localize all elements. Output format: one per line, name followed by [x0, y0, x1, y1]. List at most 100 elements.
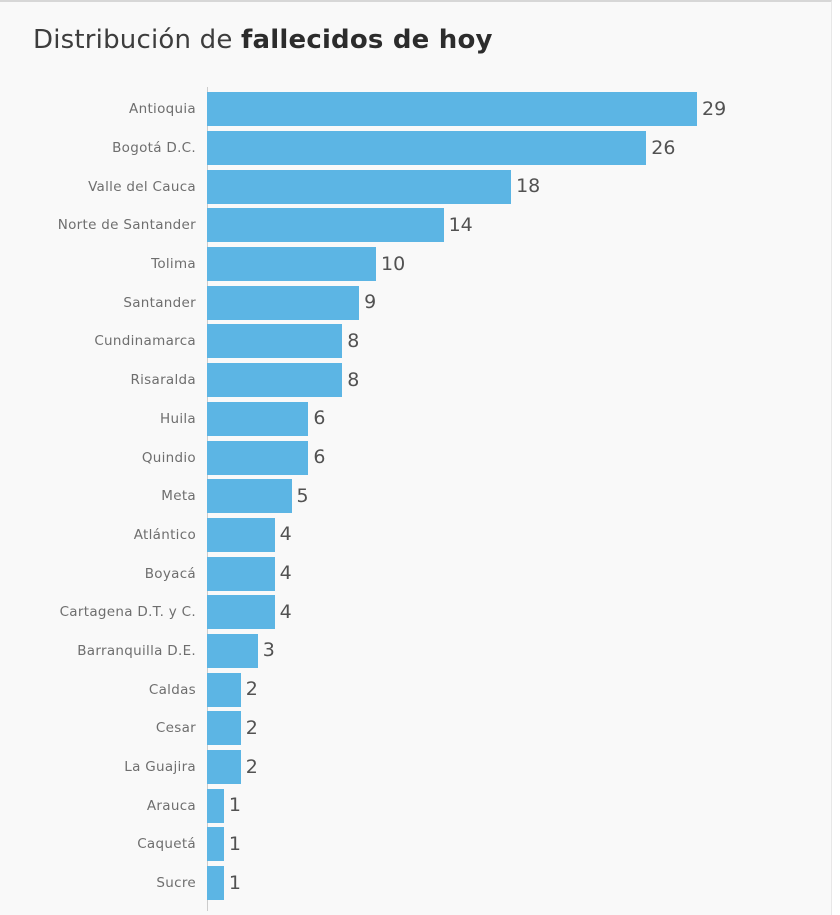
- bar: [207, 672, 241, 707]
- bar-plot-area: 2: [207, 748, 829, 787]
- bar-plot-area: 9: [207, 283, 829, 322]
- category-label: Cartagena D.T. y C.: [59, 604, 196, 621]
- value-label: 4: [279, 523, 292, 546]
- bar: [207, 285, 360, 320]
- bar-plot-area: 8: [207, 322, 829, 361]
- value-label: 2: [245, 755, 258, 778]
- bar-row: Caquetá 1: [0, 825, 829, 864]
- bar: [207, 750, 241, 785]
- bar-row: Sucre 1: [0, 864, 829, 903]
- category-label: Huila: [160, 410, 196, 427]
- bar: [207, 247, 376, 282]
- value-label: 5: [296, 484, 309, 507]
- bar-plot-area: 3: [207, 632, 829, 671]
- bar-row: Meta 5: [0, 477, 829, 516]
- category-label: Barranquilla D.E.: [77, 642, 196, 659]
- category-label: Arauca: [146, 797, 196, 814]
- bar-plot-area: 29: [207, 90, 829, 129]
- bar: [207, 440, 309, 475]
- bar: [207, 92, 697, 127]
- bar-row: Caldas 2: [0, 670, 829, 709]
- bar-plot-area: 6: [207, 400, 829, 439]
- category-label: Risaralda: [130, 372, 196, 389]
- bar-row: Cesar 2: [0, 709, 829, 748]
- bar: [207, 169, 512, 204]
- category-label: Sucre: [156, 875, 196, 892]
- value-label: 14: [448, 213, 473, 236]
- value-label: 6: [313, 407, 326, 430]
- bar-row: Cartagena D.T. y C. 4: [0, 593, 829, 632]
- bar-row: Cundinamarca 8: [0, 322, 829, 361]
- value-label: 3: [262, 639, 275, 662]
- value-label: 26: [651, 136, 676, 159]
- value-label: 1: [228, 832, 241, 855]
- category-label: Valle del Cauca: [88, 178, 196, 195]
- chart-title-bold: fallecidos de hoy: [241, 25, 493, 55]
- bar-plot-area: 4: [207, 554, 829, 593]
- value-label: 18: [516, 175, 541, 198]
- category-label: Bogotá D.C.: [112, 140, 196, 157]
- bar-row: Bogotá D.C. 26: [0, 129, 829, 168]
- bar: [207, 595, 275, 630]
- bar-plot-area: 4: [207, 593, 829, 632]
- value-label: 4: [279, 562, 292, 585]
- bar: [207, 866, 224, 901]
- bar-row: Quindio 6: [0, 438, 829, 477]
- bar-row: Atlántico 4: [0, 516, 829, 555]
- category-label: Antioquia: [129, 101, 196, 118]
- value-label: 8: [347, 329, 360, 352]
- bar-plot-area: 6: [207, 438, 829, 477]
- bar-row: Risaralda 8: [0, 361, 829, 400]
- bar-row: Arauca 1: [0, 786, 829, 825]
- category-label: Meta: [161, 488, 196, 505]
- bar-row: Norte de Santander 14: [0, 206, 829, 245]
- bar: [207, 363, 343, 398]
- bar-row: Antioquia 29: [0, 90, 829, 129]
- category-label: Tolima: [151, 256, 196, 273]
- value-label: 29: [702, 97, 727, 120]
- bar: [207, 131, 647, 166]
- value-label: 1: [228, 794, 241, 817]
- value-label: 10: [381, 252, 406, 275]
- bar-rows: Antioquia 29 Bogotá D.C. 26 Valle del Ca…: [0, 87, 829, 912]
- bar-row: Barranquilla D.E. 3: [0, 632, 829, 671]
- bar-plot-area: 26: [207, 129, 829, 168]
- bar: [207, 711, 241, 746]
- bar-plot-area: 4: [207, 516, 829, 555]
- category-label: Cundinamarca: [94, 333, 196, 350]
- bar: [207, 208, 444, 243]
- value-label: 6: [313, 446, 326, 469]
- category-label: Atlántico: [133, 526, 196, 543]
- bar-row: Santander 9: [0, 283, 829, 322]
- category-label: Santander: [123, 294, 196, 311]
- category-label: Cesar: [155, 720, 196, 737]
- bar-plot-area: 1: [207, 786, 829, 825]
- bar-plot-area: 5: [207, 477, 829, 516]
- category-label: Norte de Santander: [57, 217, 196, 234]
- value-label: 2: [245, 716, 258, 739]
- bar-plot-area: 10: [207, 245, 829, 284]
- value-label: 2: [245, 678, 258, 701]
- category-label: Quindio: [141, 449, 196, 466]
- bar-plot-area: 8: [207, 361, 829, 400]
- bar-row: Tolima 10: [0, 245, 829, 284]
- bar-plot-area: 2: [207, 670, 829, 709]
- bar: [207, 517, 275, 552]
- bar: [207, 827, 224, 862]
- bar: [207, 401, 309, 436]
- value-label: 1: [228, 871, 241, 894]
- bar-row: Huila 6: [0, 400, 829, 439]
- bar: [207, 556, 275, 591]
- category-label: Caldas: [148, 681, 196, 698]
- bar-row: Boyacá 4: [0, 554, 829, 593]
- bar-plot-area: 1: [207, 825, 829, 864]
- bar: [207, 324, 343, 359]
- bar-row: Valle del Cauca 18: [0, 167, 829, 206]
- value-label: 9: [364, 291, 377, 314]
- bar-plot-area: 1: [207, 864, 829, 903]
- value-label: 8: [347, 368, 360, 391]
- bar-plot-area: 18: [207, 167, 829, 206]
- category-label: La Guajira: [124, 759, 196, 776]
- bar-plot-area: 2: [207, 709, 829, 748]
